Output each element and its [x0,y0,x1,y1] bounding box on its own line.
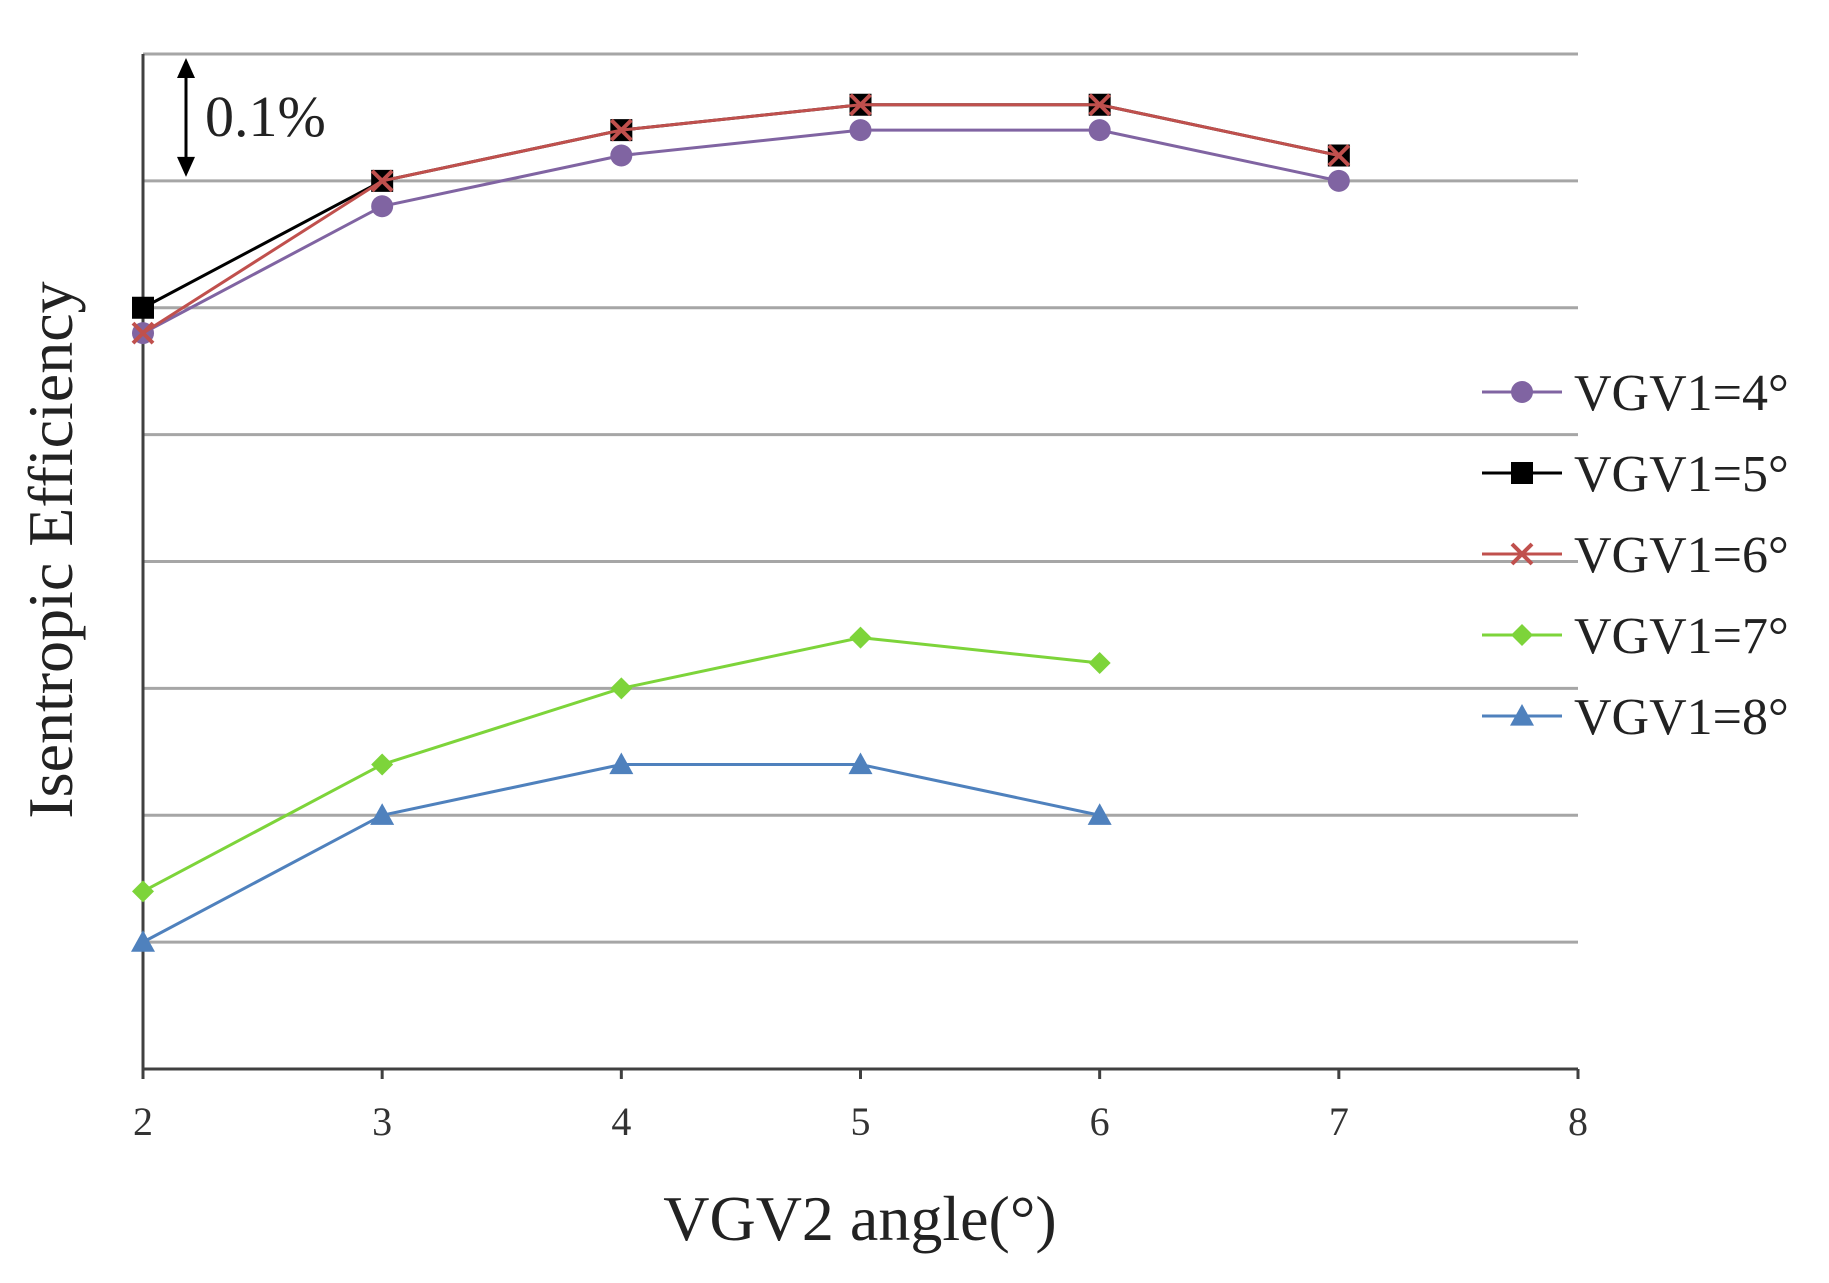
x-tick-label-6: 6 [1090,1099,1110,1144]
series-3-point-1-stroke-b [131,321,155,345]
series-1-point-2 [371,195,394,218]
annotation-arrow-head-bottom [177,156,195,177]
legend-marker-5 [1510,704,1534,726]
annotation-label: 0.1% [205,84,326,149]
series-1-point-6 [1327,169,1350,192]
series-1-point-4 [849,119,872,142]
data-series [131,93,1351,952]
series-4-point-2 [371,753,394,776]
series-3-point-4 [849,93,872,117]
series-3 [131,93,1351,345]
series-line-1 [142,128,1340,335]
series-5-point-4 [848,752,873,775]
series-3-point-6-stroke-b [1327,144,1351,167]
legend-label-1: VGV1=4° [1574,365,1789,422]
legend: VGV1=4° VGV1=5° VGV1=6° VGV1=7° VGV1=8° [1482,365,1789,746]
x-tick-label-4: 4 [611,1099,631,1144]
series-3-point-5 [1088,93,1112,117]
series-3-point-5-stroke-b [1088,93,1112,117]
series-2-point-1 [132,296,154,319]
legend-label-3: VGV1=6° [1574,527,1789,584]
series-4-point-3 [610,677,633,700]
series-4 [132,626,1111,903]
series-1-point-5 [1088,119,1111,142]
legend-item-4: VGV1=7° [1482,608,1789,665]
series-line-5 [142,763,1100,944]
legend-item-1: VGV1=4° [1482,365,1789,422]
legend-item-2: VGV1=5° [1482,446,1789,503]
x-tick-label-5: 5 [851,1099,871,1144]
series-1-point-3 [610,144,633,167]
x-tick-label-3: 3 [372,1099,392,1144]
legend-item-3: VGV1=6° [1482,527,1789,584]
legend-marker-3 [1510,542,1534,566]
series-3-point-3-stroke-b [609,118,633,142]
series-3-point-3 [609,118,633,142]
series-5-point-1 [131,930,155,952]
series-4-point-5 [1088,652,1111,674]
x-axis-title: VGV2 angle(°) [663,1183,1056,1254]
x-tick-labels: 2 3 4 5 6 7 8 [133,1069,1588,1144]
x-tick-label-8: 8 [1568,1099,1588,1144]
series-5-point-5 [1087,803,1112,825]
legend-label-4: VGV1=7° [1574,608,1789,665]
legend-label-2: VGV1=5° [1574,446,1789,503]
annotation-arrow-head-top [177,58,195,78]
series-3-point-1 [131,321,155,345]
series-4-point-1 [132,880,154,903]
series-5-point-3 [609,752,634,775]
legend-marker-4 [1511,624,1533,646]
series-3-point-2 [370,169,394,193]
scale-annotation: 0.1% [177,58,326,177]
legend-marker-2 [1511,462,1533,484]
legend-marker-3-stroke-b [1510,542,1534,566]
series-5-point-2 [370,803,395,825]
series-5 [131,752,1112,952]
series-1 [132,119,1350,345]
legend-item-5: VGV1=8° [1482,689,1789,746]
legend-marker-1 [1511,381,1533,403]
series-3-point-6 [1327,144,1351,167]
x-tick-label-2: 2 [133,1099,153,1144]
series-3-point-2-stroke-b [370,169,394,193]
series-line-3 [142,103,1340,335]
series-3-point-4-stroke-b [849,93,872,117]
legend-label-5: VGV1=8° [1574,689,1789,746]
y-axis-title: Isentropic Efficiency [15,281,86,818]
gridlines [143,52,1578,944]
x-tick-label-7: 7 [1329,1099,1349,1144]
series-4-point-4 [849,626,872,649]
